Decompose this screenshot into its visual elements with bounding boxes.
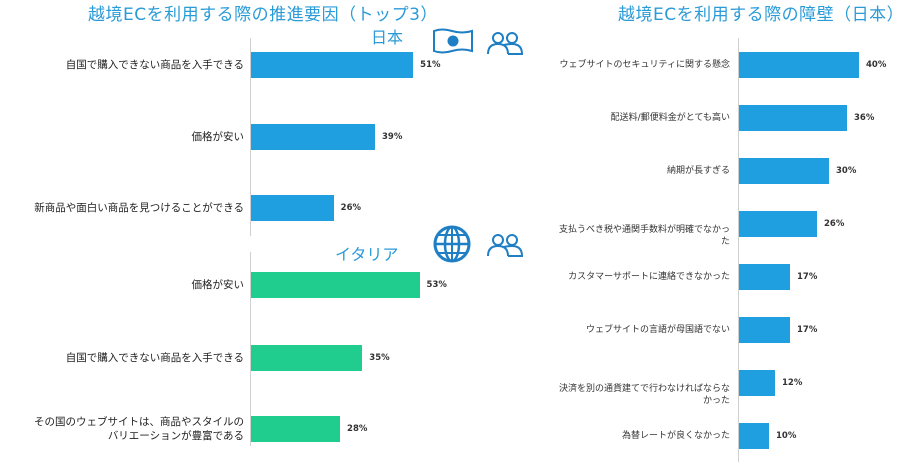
chart-0-value-label-2: 26% xyxy=(340,203,362,213)
chart-1-bar-0 xyxy=(251,272,420,298)
japan-flag-icon xyxy=(433,28,473,54)
chart-2-bar-1 xyxy=(739,105,847,131)
right-chart-title: 越境ECを利用する際の障壁（日本） xyxy=(618,5,900,25)
chart-2-category-label-3: 支払うべき税や通関手数料が明確でなかっ た xyxy=(558,225,730,247)
chart-1-bar-2 xyxy=(251,416,341,442)
chart-2-category-label-6: 決済を別の通貨建てで行わなければならな かった xyxy=(558,384,730,406)
chart-2-bar-3 xyxy=(739,211,817,237)
chart-2-value-label-7: 10% xyxy=(776,431,797,441)
chart-0-value-label-1: 39% xyxy=(382,132,403,142)
chart-2-category-label-4: カスタマーサポートに連絡できなかった xyxy=(568,272,730,282)
chart-0-bar-1 xyxy=(251,124,376,150)
chart-2-bar-0 xyxy=(739,52,859,78)
chart-0-value-label-0: 51% xyxy=(420,60,441,70)
chart-2-bar-4 xyxy=(739,264,790,290)
chart-2-value-label-6: 12% xyxy=(782,378,803,388)
chart-1-value-label-2: 28% xyxy=(347,424,368,434)
chart-2-category-label-0: ウェブサイトのセキュリティに関する懸念 xyxy=(559,60,730,70)
chart-2-value-label-2: 30% xyxy=(836,166,857,176)
chart-2-value-label-0: 40% xyxy=(866,60,887,70)
chart-2-value-label-1: 36% xyxy=(854,113,875,123)
chart-2-category-label-7: 為替レートが良くなかった xyxy=(621,431,730,441)
chart-2-bar-6 xyxy=(739,370,775,396)
chart-2-bar-2 xyxy=(739,158,829,184)
chart-0-axis-line xyxy=(250,38,251,236)
chart-1-bar-1 xyxy=(251,345,363,371)
chart-0-category-label-0: 自国で購入できない商品を入手できる xyxy=(65,59,244,71)
italy-label: イタリア xyxy=(335,245,399,264)
chart-1-value-label-1: 35% xyxy=(369,353,390,363)
chart-1-value-label-0: 53% xyxy=(426,280,447,290)
chart-1-category-label-1: 自国で購入できない商品を入手できる xyxy=(65,352,244,364)
globe-icon xyxy=(433,225,471,263)
chart-1-category-label-0: 価格が安い xyxy=(191,279,245,291)
chart-2-category-label-5: ウェブサイトの言語が母国語でない xyxy=(585,325,730,335)
chart-0-bar-2 xyxy=(251,195,334,221)
chart-2-bar-7 xyxy=(739,423,769,449)
left-chart-title: 越境ECを利用する際の推進要因（トップ3） xyxy=(88,5,438,25)
chart-2-value-label-3: 26% xyxy=(824,219,845,229)
chart-2-axis-line xyxy=(738,38,739,462)
chart-2-bar-5 xyxy=(739,317,790,343)
chart-1-category-label-2: その国のウェブサイトは、商品やスタイルの バリエーションが豊富である xyxy=(34,416,244,442)
chart-2-category-label-2: 納期が長すぎる xyxy=(666,166,730,176)
chart-0-category-label-2: 新商品や面白い商品を見つけることができる xyxy=(34,202,244,214)
chart-1-axis-line xyxy=(250,252,251,446)
chart-2-value-label-5: 17% xyxy=(797,325,818,335)
chart-2-category-label-1: 配送料/郵便料金がとても高い xyxy=(610,113,730,123)
people-icon xyxy=(487,234,524,257)
japan-label: 日本 xyxy=(371,28,404,47)
chart-0-category-label-1: 価格が安い xyxy=(191,131,245,143)
chart-2-value-label-4: 17% xyxy=(797,272,818,282)
people-icon xyxy=(487,32,524,55)
chart-0-bar-0 xyxy=(251,52,414,78)
